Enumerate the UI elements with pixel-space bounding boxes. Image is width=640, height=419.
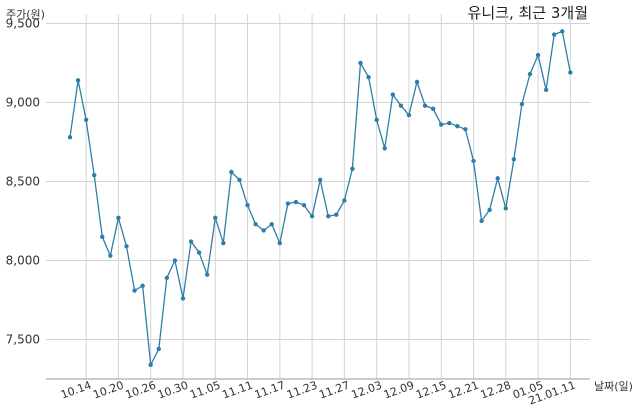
x-tick-label: 10.30 (156, 379, 190, 402)
x-tick-label: 11.17 (253, 379, 287, 402)
data-point (253, 221, 258, 227)
y-tick-label: 9,000 (6, 95, 40, 109)
data-point (439, 122, 444, 127)
data-point (124, 244, 129, 249)
price-line (69, 30, 571, 368)
x-tick-label: 10.26 (124, 379, 158, 402)
data-point (398, 103, 404, 108)
data-point (366, 75, 371, 80)
data-point (382, 146, 387, 151)
data-point (479, 218, 484, 224)
data-point (406, 112, 412, 118)
x-tick-label: 12.28 (479, 379, 513, 402)
data-point (334, 212, 339, 217)
data-point (204, 272, 210, 277)
y-axis-label: 주가(원) (6, 8, 45, 21)
x-tick-labels: 10.1410.2010.2610.3011.0511.1111.1711.23… (59, 379, 577, 408)
data-point (503, 206, 508, 211)
data-point (414, 79, 420, 85)
data-point (261, 228, 266, 233)
x-axis-label: 날짜(일) (594, 380, 633, 393)
data-point (390, 92, 395, 97)
data-point (447, 120, 452, 126)
data-point (100, 234, 105, 239)
data-point (495, 176, 500, 181)
chart-title: 유니크, 최근 3개월 (467, 4, 588, 22)
data-point (92, 172, 97, 178)
x-tick-label: 12.15 (414, 379, 448, 402)
data-point (67, 135, 73, 140)
y-tick-label: 8,000 (6, 253, 40, 267)
data-point (237, 177, 242, 183)
data-point (535, 52, 541, 58)
data-point (358, 60, 363, 66)
data-point (132, 288, 137, 293)
data-point (560, 29, 565, 34)
x-tick-label: 12.09 (382, 379, 416, 402)
x-tick-label: 11.27 (317, 379, 351, 402)
data-point (245, 202, 250, 208)
x-tick-label: 11.05 (188, 379, 222, 402)
data-point (463, 127, 468, 132)
data-point (172, 258, 178, 263)
data-point (164, 275, 170, 281)
data-point (511, 157, 517, 162)
y-tick-labels: 7,500 8,000 8,500 9,000 9,500 (6, 16, 40, 346)
data-point (543, 87, 549, 93)
data-point (430, 106, 436, 112)
y-tick-label: 7,500 (6, 332, 40, 346)
data-point (156, 346, 161, 352)
data-point (568, 70, 573, 75)
data-point (213, 215, 218, 221)
data-point (269, 221, 274, 227)
data-point (75, 78, 81, 83)
data-point (116, 215, 121, 221)
price-points (67, 29, 573, 367)
data-point (140, 283, 145, 288)
data-point (552, 32, 557, 37)
data-point (317, 177, 323, 183)
data-point (108, 253, 113, 258)
data-point (527, 71, 533, 77)
x-tick-label: 11.23 (285, 379, 319, 402)
data-point (196, 250, 202, 255)
x-tick-label: 12.03 (350, 379, 384, 402)
data-point (350, 166, 355, 172)
horizontal-grid (46, 22, 590, 340)
x-tick-label: 11.11 (221, 379, 255, 402)
data-point (83, 117, 89, 123)
vertical-grid (85, 14, 571, 379)
y-tick-label: 9,500 (6, 16, 40, 30)
data-point (301, 202, 307, 208)
data-point (229, 169, 234, 175)
data-point (471, 158, 476, 164)
x-tick-label: 10.14 (59, 379, 93, 402)
x-tick-label: 12.21 (446, 379, 480, 402)
y-tick-label: 8,500 (6, 174, 40, 188)
data-point (221, 240, 226, 246)
data-point (293, 199, 299, 205)
data-point (519, 101, 525, 107)
data-point (422, 103, 428, 108)
data-point (309, 214, 315, 219)
data-point (374, 117, 379, 123)
data-point (342, 198, 347, 203)
data-point (180, 296, 186, 301)
data-point (277, 240, 283, 246)
data-point (188, 239, 194, 244)
data-point (326, 214, 331, 219)
data-point (285, 201, 291, 206)
data-point (148, 362, 153, 367)
data-point (455, 123, 460, 129)
data-point (487, 207, 492, 213)
x-tick-label: 10.20 (91, 379, 125, 402)
